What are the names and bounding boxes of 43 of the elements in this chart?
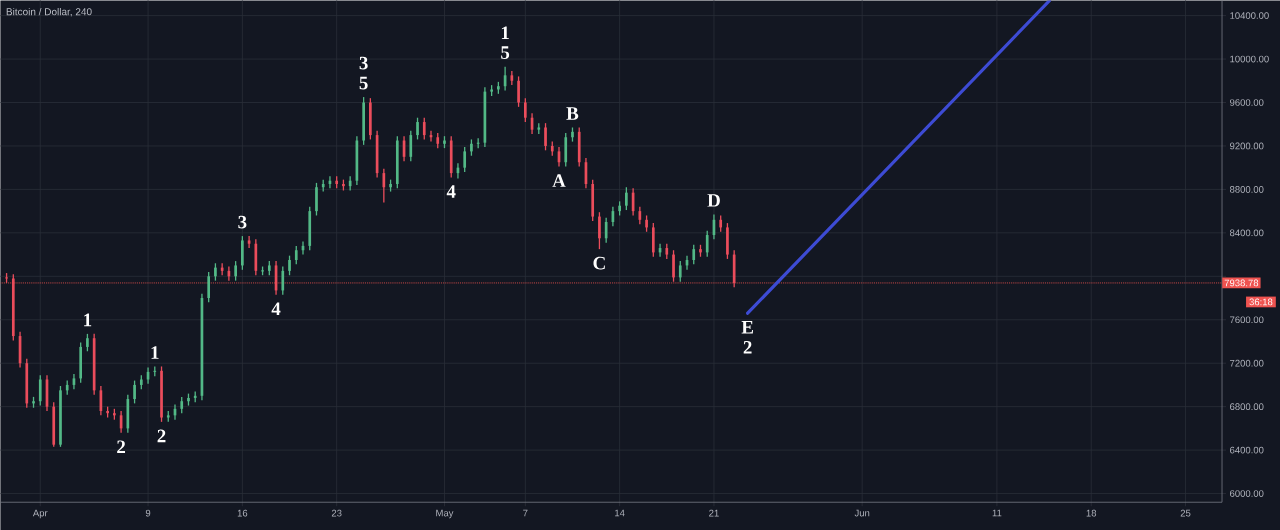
- annotation: 2: [743, 340, 752, 354]
- text: Bitcoin / Dollar, 240: [6, 7, 92, 17]
- annotation: 3: [359, 56, 368, 70]
- text: 36:18: [1249, 298, 1273, 306]
- y-tick-label: 6000.00: [1230, 490, 1264, 497]
- annotation: 5: [359, 76, 368, 90]
- annotation: B: [566, 107, 579, 120]
- x-tick-label: Jun: [854, 509, 870, 517]
- y-tick-label: 6400.00: [1230, 446, 1264, 454]
- x-tick-label: 21: [709, 509, 719, 517]
- annotation: A: [552, 174, 566, 187]
- annotation: C: [593, 256, 605, 270]
- y-tick-label: 10000.00: [1230, 55, 1269, 63]
- x-tick-label: 14: [615, 509, 625, 517]
- annotation: 2: [117, 440, 126, 453]
- x-tick-label: 11: [992, 509, 1002, 517]
- x-tick-label: May: [436, 509, 454, 519]
- annotation: 1: [151, 346, 159, 359]
- y-tick-label: 8800.00: [1229, 185, 1264, 193]
- x-tick-label: 16: [237, 509, 248, 517]
- y-tick-label: 8400.00: [1229, 229, 1264, 237]
- y-tick-label: 6800.00: [1230, 403, 1264, 410]
- ref-line-label: 7938.78: [1224, 279, 1259, 287]
- annotation: 3: [238, 215, 247, 229]
- annotation: 4: [446, 185, 456, 198]
- annotation: 2: [157, 429, 166, 443]
- annotation: 1: [501, 26, 509, 39]
- x-tick-label: 25: [1180, 509, 1191, 517]
- annotation: 1: [84, 313, 92, 327]
- annotation: E: [741, 320, 753, 334]
- y-tick-label: 9600.00: [1230, 99, 1264, 106]
- annotation: D: [707, 194, 720, 207]
- x-tick-label: Apr: [32, 509, 48, 519]
- y-tick-label: 7200.00: [1230, 359, 1264, 367]
- annotation: 5: [501, 46, 510, 59]
- x-tick-label: 7: [523, 509, 528, 517]
- x-tick-label: 23: [331, 509, 342, 517]
- y-tick-label: 10400.00: [1230, 12, 1269, 19]
- x-tick-label: 9: [145, 509, 151, 517]
- annotation: 4: [271, 302, 281, 315]
- x-tick-label: 18: [1086, 509, 1097, 517]
- y-tick-label: 9200.00: [1230, 142, 1264, 150]
- y-tick-label: 7600.00: [1230, 316, 1264, 324]
